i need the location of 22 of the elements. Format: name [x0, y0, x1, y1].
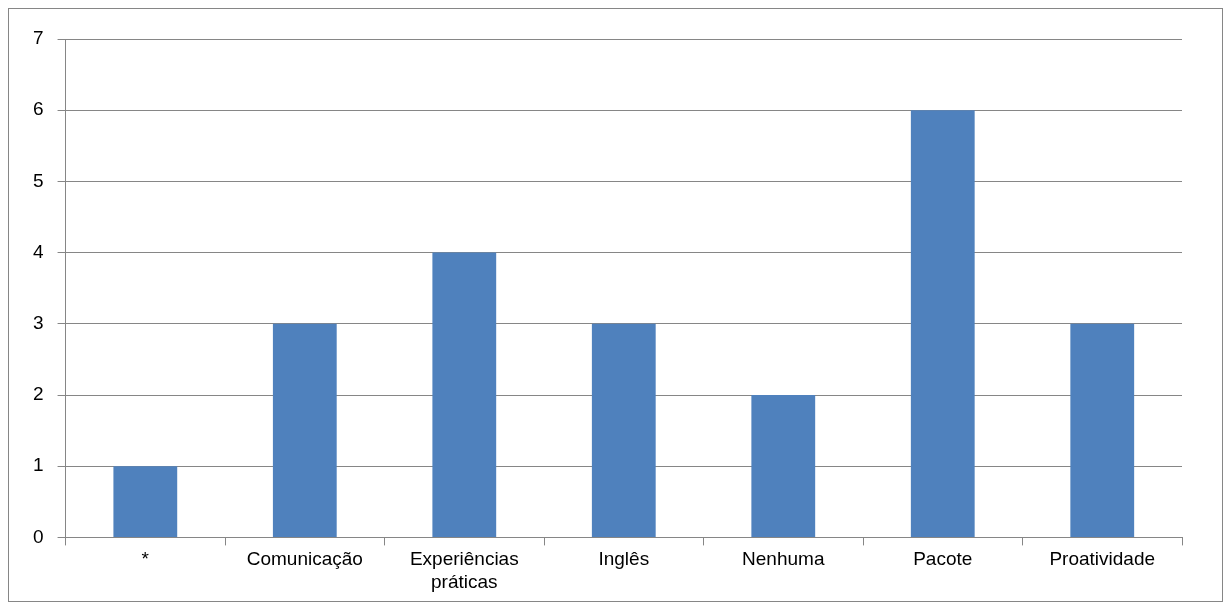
- y-tick-label: 0: [32, 525, 44, 547]
- y-tick-label: 5: [32, 169, 44, 191]
- x-tick-label: Nenhuma: [742, 548, 825, 570]
- x-tick-label: Proatividade: [1049, 548, 1156, 570]
- bar: [272, 323, 337, 537]
- x-tick-label: Pacote: [913, 548, 973, 570]
- bar: [432, 252, 497, 537]
- x-tick-label: Inglês: [598, 548, 650, 570]
- x-tick-label: *: [141, 548, 150, 570]
- x-tick-label: Comunicação: [246, 548, 363, 570]
- y-tick-label: 1: [32, 454, 44, 476]
- bar: [910, 110, 975, 537]
- y-tick-label: 3: [32, 312, 44, 334]
- x-tick-label: Experiências práticas: [409, 548, 519, 592]
- bar: [751, 395, 816, 537]
- y-tick-label: 2: [32, 383, 44, 405]
- bar: [591, 323, 656, 537]
- y-tick-label: 4: [32, 240, 44, 262]
- y-tick-label: 6: [32, 98, 44, 120]
- y-tick-label: 7: [32, 27, 44, 49]
- bar: [1070, 323, 1135, 537]
- bar: [113, 466, 178, 537]
